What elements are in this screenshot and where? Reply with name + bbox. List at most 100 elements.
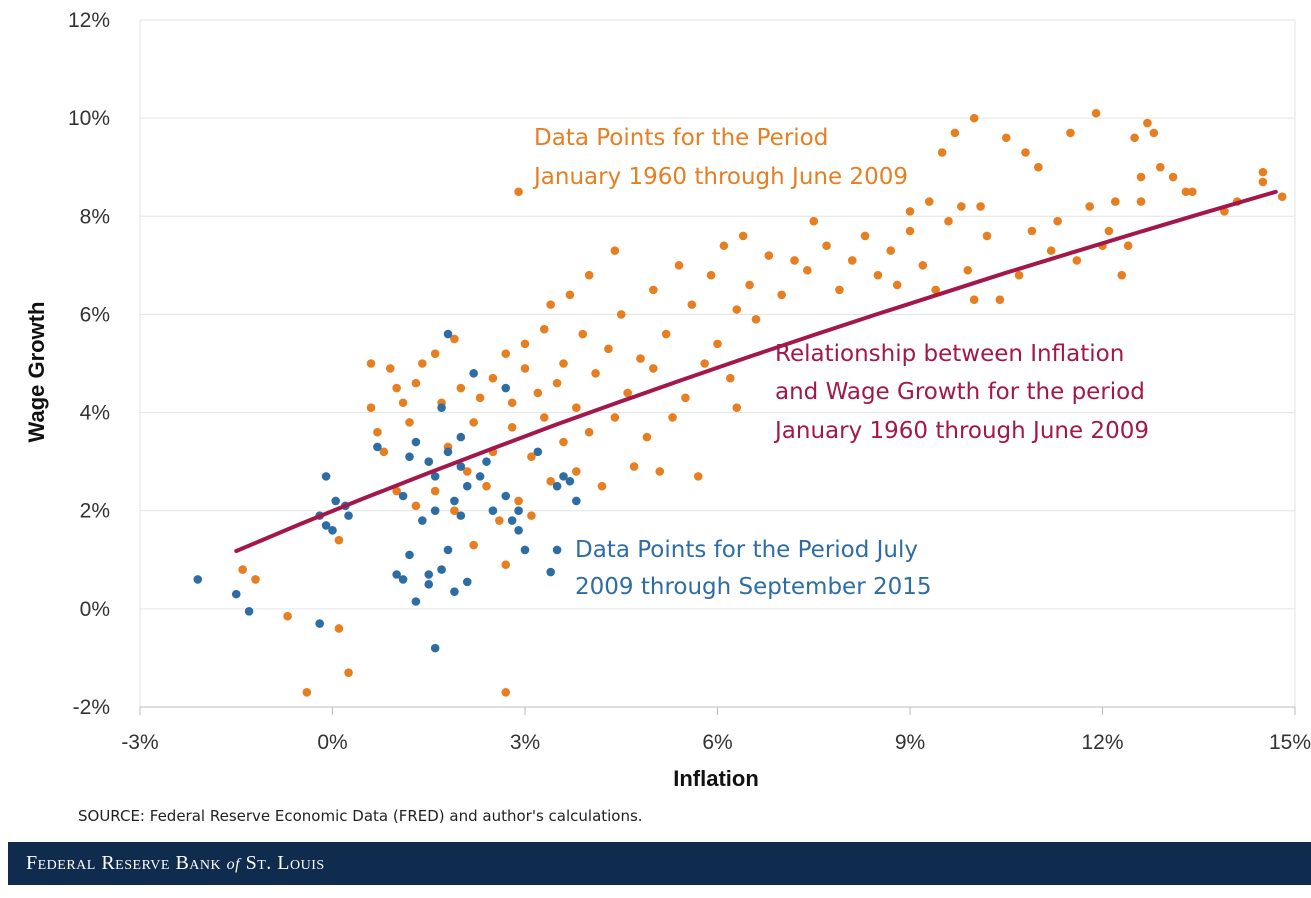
blue-point (514, 506, 523, 516)
annotation-red-line1: Relationship between Inflation (775, 341, 1124, 367)
blue-point (559, 472, 568, 481)
orange-point (520, 339, 530, 349)
orange-point (610, 413, 620, 422)
orange-point (584, 270, 594, 280)
orange-point (238, 565, 247, 574)
orange-point (661, 329, 671, 339)
orange-point (418, 359, 427, 368)
orange-point (604, 344, 613, 354)
orange-point (1130, 133, 1139, 143)
blue-point (424, 457, 434, 466)
annotation-orange-line1: Data Points for the Period (534, 125, 828, 151)
blue-point (398, 491, 408, 501)
orange-point (655, 467, 665, 476)
orange-point (398, 398, 408, 408)
orange-point (687, 300, 697, 309)
orange-point (751, 315, 761, 324)
footer-brand-part1: Federal Reserve Bank (26, 852, 222, 874)
x-tick-label: 9% (895, 731, 925, 754)
orange-point (366, 403, 376, 412)
orange-point (1111, 197, 1120, 206)
orange-point (539, 324, 549, 334)
footer-brand: Federal Reserve Bank of St. Louis (26, 852, 325, 875)
orange-point (963, 265, 973, 275)
orange-point (681, 393, 690, 403)
orange-point (520, 364, 530, 373)
blue-point (244, 607, 254, 616)
orange-point (591, 369, 600, 378)
orange-point (584, 427, 594, 437)
blue-point (411, 597, 421, 606)
orange-point (937, 148, 947, 157)
orange-point (976, 202, 985, 211)
orange-point (674, 261, 684, 270)
orange-point (462, 467, 472, 476)
orange-point (1066, 128, 1075, 138)
orange-point (559, 437, 568, 447)
orange-point (873, 270, 883, 280)
orange-point (1117, 270, 1127, 280)
orange-point (475, 393, 485, 403)
orange-point (835, 285, 844, 295)
orange-point (1091, 108, 1101, 118)
orange-series (238, 108, 1287, 697)
y-tick-label: 12% (68, 9, 110, 32)
orange-point (411, 378, 421, 388)
blue-point (462, 577, 472, 587)
blue-point (488, 506, 498, 516)
orange-point (552, 378, 562, 388)
orange-point (629, 462, 639, 471)
orange-point (892, 280, 902, 290)
orange-point (1021, 148, 1030, 157)
blue-point (443, 329, 453, 339)
orange-point (392, 486, 401, 496)
orange-point (488, 373, 498, 383)
orange-point (507, 398, 517, 408)
orange-point (501, 560, 511, 569)
blue-point (193, 575, 203, 584)
blue-point (392, 570, 401, 579)
x-tick-label: 15% (1269, 731, 1311, 754)
y-tick-label: 8% (80, 205, 110, 228)
blue-point (430, 506, 440, 516)
orange-point (1155, 162, 1165, 172)
orange-point (957, 202, 966, 211)
blue-point (456, 511, 466, 520)
orange-point (1181, 187, 1191, 197)
orange-point (764, 251, 774, 260)
blue-point (450, 496, 459, 506)
orange-point (405, 418, 414, 427)
orange-point (501, 687, 511, 697)
orange-point (649, 364, 658, 373)
blue-point (405, 550, 414, 560)
annotation-blue-line2: 2009 through September 2015 (575, 574, 932, 600)
orange-point (1149, 128, 1159, 138)
orange-point (860, 231, 870, 241)
orange-point (668, 413, 677, 422)
orange-point (507, 422, 517, 432)
blue-point (437, 565, 446, 574)
orange-point (905, 226, 915, 236)
orange-point (1258, 167, 1268, 177)
orange-point (1168, 172, 1178, 182)
orange-point (732, 305, 742, 314)
y-tick-label: 4% (80, 402, 110, 425)
blue-point (546, 567, 555, 577)
orange-point (726, 373, 735, 383)
orange-point (546, 300, 555, 309)
orange-point (527, 452, 536, 462)
orange-point (411, 501, 421, 511)
orange-point (924, 197, 934, 206)
orange-point (1001, 133, 1011, 143)
orange-point (572, 403, 581, 412)
blue-point (398, 575, 408, 584)
y-tick-label: 2% (80, 500, 110, 523)
orange-point (533, 388, 543, 398)
orange-point (1136, 172, 1146, 182)
blue-point (328, 526, 337, 535)
orange-point (469, 540, 478, 550)
orange-point (456, 383, 466, 393)
blue-point (456, 432, 466, 442)
orange-point (1104, 226, 1114, 236)
y-tick-label: 6% (80, 303, 110, 326)
